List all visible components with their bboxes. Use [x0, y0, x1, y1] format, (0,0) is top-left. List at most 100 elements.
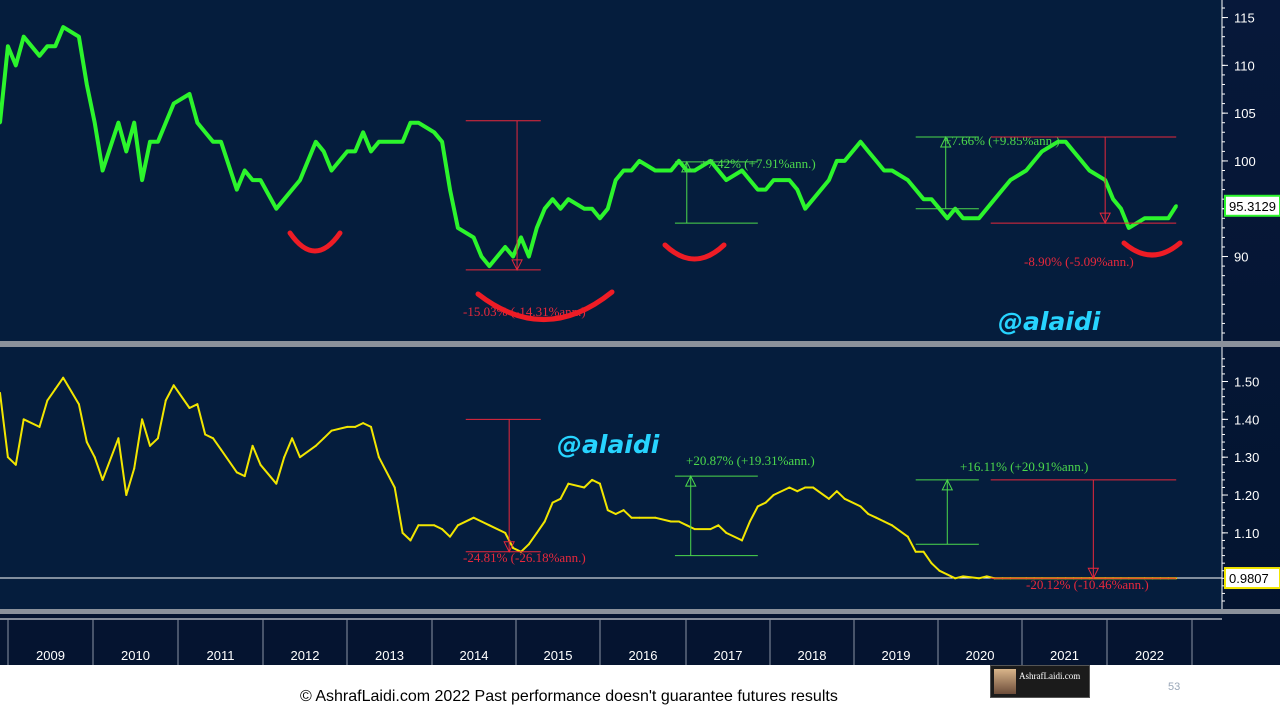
slide-number: 53	[1168, 681, 1181, 693]
data-point	[275, 482, 278, 485]
annotation-arrow	[1087, 567, 1100, 580]
data-point	[251, 178, 255, 182]
data-point	[187, 92, 192, 96]
data-point	[85, 441, 88, 444]
data-point	[756, 188, 760, 192]
top-panel	[0, 0, 1222, 341]
data-point	[22, 35, 26, 39]
data-point	[1071, 149, 1076, 153]
data-point	[0, 391, 1, 394]
data-point	[377, 140, 381, 144]
data-point	[393, 486, 396, 489]
annotation-arrow	[684, 474, 697, 487]
data-point	[85, 82, 89, 87]
data-point	[290, 188, 294, 192]
annotation-label: +16.11% (+20.91%ann.)	[960, 459, 1088, 474]
data-point	[772, 178, 776, 182]
data-point	[195, 121, 199, 125]
data-point	[985, 207, 989, 211]
data-point	[251, 444, 254, 447]
x-tick-label: 2018	[798, 648, 827, 663]
y-tick-label: 105	[1234, 106, 1256, 121]
data-point	[1166, 216, 1170, 220]
data-point	[54, 388, 57, 391]
data-point	[1127, 226, 1131, 230]
data-point	[796, 490, 799, 493]
data-point	[164, 121, 168, 125]
y-tick-label: 1.30	[1234, 450, 1259, 465]
data-point	[1143, 216, 1147, 220]
data-point	[37, 54, 42, 58]
data-point	[929, 197, 934, 201]
data-point	[172, 101, 176, 106]
data-point	[409, 539, 412, 542]
data-point	[148, 444, 151, 447]
annotation-label: -8.90% (-5.09%ann.)	[1024, 254, 1134, 269]
data-point	[637, 159, 642, 163]
data-point	[204, 433, 207, 436]
series-line	[0, 376, 1177, 580]
data-point	[741, 539, 744, 542]
data-point	[693, 528, 696, 531]
data-point	[472, 516, 475, 519]
data-point	[938, 569, 941, 572]
data-point	[1032, 159, 1036, 163]
data-point	[125, 494, 128, 497]
data-point	[922, 550, 925, 553]
last-value-box	[1224, 567, 1280, 590]
data-point	[1158, 216, 1163, 220]
data-point	[804, 486, 807, 489]
data-point	[448, 535, 451, 538]
y-tick-label: 1.10	[1234, 526, 1259, 541]
data-point	[117, 437, 120, 440]
y-tick-label: 90	[1234, 250, 1248, 265]
data-point	[543, 207, 547, 211]
data-point	[38, 425, 41, 428]
data-point	[812, 486, 815, 489]
y-tick-label: 100	[1234, 154, 1256, 169]
data-point	[93, 121, 97, 125]
data-point	[867, 512, 870, 515]
data-point	[417, 524, 420, 527]
data-point	[503, 245, 507, 249]
data-point	[606, 509, 609, 512]
data-point	[456, 524, 459, 527]
data-point	[550, 197, 555, 201]
data-point	[772, 494, 775, 497]
logo-text: AshrafLaidi.com	[1019, 671, 1081, 681]
data-point	[1150, 216, 1155, 220]
data-point	[527, 543, 530, 546]
panel-divider-bottom[interactable]	[0, 609, 1280, 614]
y-tick-label: 1.20	[1234, 488, 1259, 503]
series-line	[0, 25, 1178, 269]
data-point	[1079, 159, 1084, 163]
data-point	[1119, 207, 1123, 211]
data-point	[488, 524, 491, 527]
data-point	[1000, 188, 1005, 192]
data-point	[440, 140, 444, 144]
trough-highlight-arc	[475, 289, 615, 322]
data-point	[132, 121, 136, 125]
x-axis: 2009 2010 2011 2012 2013 2014 2015 2016 2017 2018…	[0, 618, 1222, 665]
data-point	[354, 425, 357, 428]
data-point	[583, 486, 586, 489]
trough-highlight-arc	[287, 230, 343, 254]
data-point	[6, 456, 9, 459]
data-point	[559, 497, 562, 500]
panel-divider[interactable]	[0, 341, 1280, 347]
data-point	[46, 399, 49, 402]
data-point	[61, 25, 65, 29]
data-point	[448, 188, 452, 192]
data-point	[1040, 149, 1044, 153]
x-tick-label: 2020	[966, 648, 995, 663]
data-point	[243, 475, 246, 478]
watermark-bottom: @alaidi	[557, 430, 660, 459]
data-point	[622, 509, 625, 512]
data-point	[456, 226, 460, 230]
data-point	[219, 140, 223, 144]
data-point	[298, 456, 301, 459]
y-tick-label: 1.40	[1234, 412, 1259, 427]
x-tick-label: 2011	[207, 648, 235, 663]
data-point	[567, 482, 570, 485]
x-tick-label: 2017	[714, 648, 743, 663]
